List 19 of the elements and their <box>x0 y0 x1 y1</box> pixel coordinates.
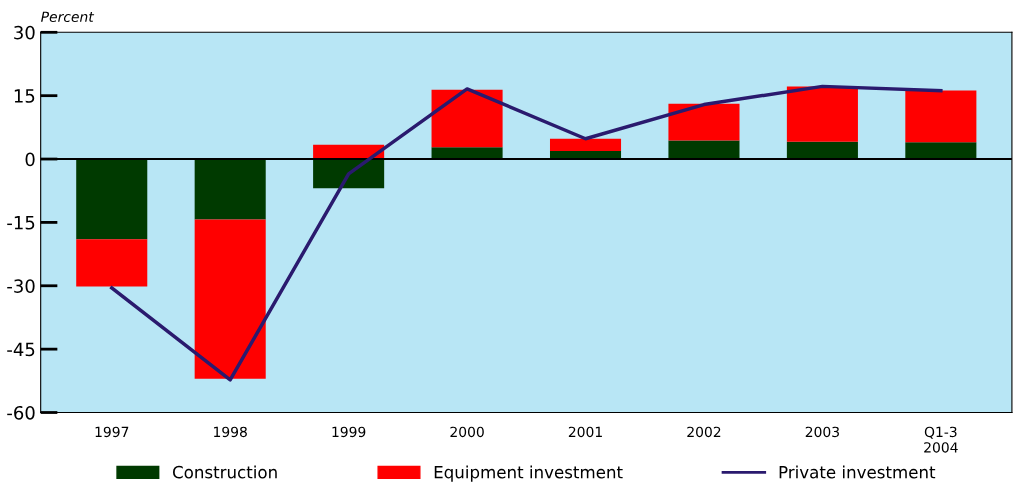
y-tick-label: 15 <box>14 89 35 103</box>
legend-label: Equipment investment <box>434 465 623 482</box>
y-tick-label: 0 <box>25 152 35 167</box>
y-tick-label: -30 <box>7 279 35 293</box>
y-tick-label: 30 <box>14 25 35 40</box>
x-tick-label: 2000 <box>450 426 484 438</box>
y-tick-label: -15 <box>7 216 35 230</box>
x-tick-label: 2001 <box>568 426 602 438</box>
x-tick-label: 1998 <box>214 426 247 438</box>
x-tick-label: 2002 <box>687 426 721 438</box>
legend-label: Private investment <box>779 465 936 479</box>
y-tick-label: -45 <box>7 342 35 357</box>
y-axis-title: Percent <box>41 11 95 23</box>
y-tick-label: -60 <box>7 405 35 420</box>
x-tick-label: 2003 <box>805 426 839 438</box>
x-tick-label: 1997 <box>95 426 129 438</box>
x-tick-label: Q1-3 2004 <box>924 426 958 453</box>
x-tick-label: 1999 <box>332 426 366 438</box>
legend-label: Construction <box>172 465 277 479</box>
